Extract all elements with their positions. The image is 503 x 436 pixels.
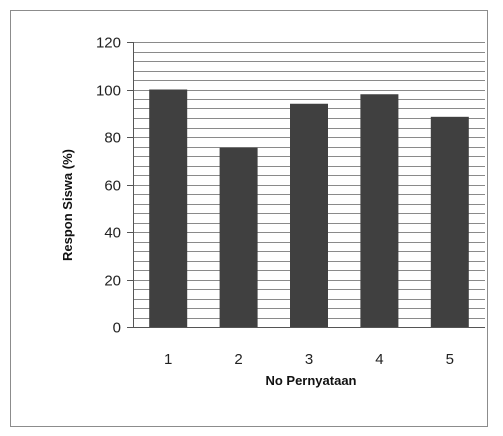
x-tick-label: 4 (375, 351, 383, 368)
bar-3 (290, 103, 328, 327)
y-axis-title: Respon Siswa (%) (60, 149, 75, 261)
y-tick-label: 80 (104, 130, 121, 147)
y-tick-label: 20 (104, 273, 121, 290)
bar-2 (219, 147, 258, 327)
bar-1 (149, 89, 188, 327)
y-tick-label: 100 (96, 83, 121, 100)
y-tick-label: 0 (113, 320, 121, 337)
y-tick-label: 60 (104, 178, 121, 195)
y-tick-labels: 0 20 40 60 80 100 120 (96, 35, 121, 337)
x-tick-label: 2 (234, 351, 242, 368)
x-tick-label: 5 (446, 351, 454, 368)
x-tick-label: 3 (305, 351, 313, 368)
x-axis-title: No Pernyataan (265, 373, 356, 388)
y-tick-label: 120 (96, 35, 121, 52)
bar-4 (360, 94, 399, 327)
x-tick-labels: 1 2 3 4 5 (164, 351, 454, 368)
bar-5 (430, 116, 469, 327)
y-tick-label: 40 (104, 225, 121, 242)
x-tick-label: 1 (164, 351, 172, 368)
bar-series (149, 89, 469, 327)
axes (127, 42, 485, 328)
